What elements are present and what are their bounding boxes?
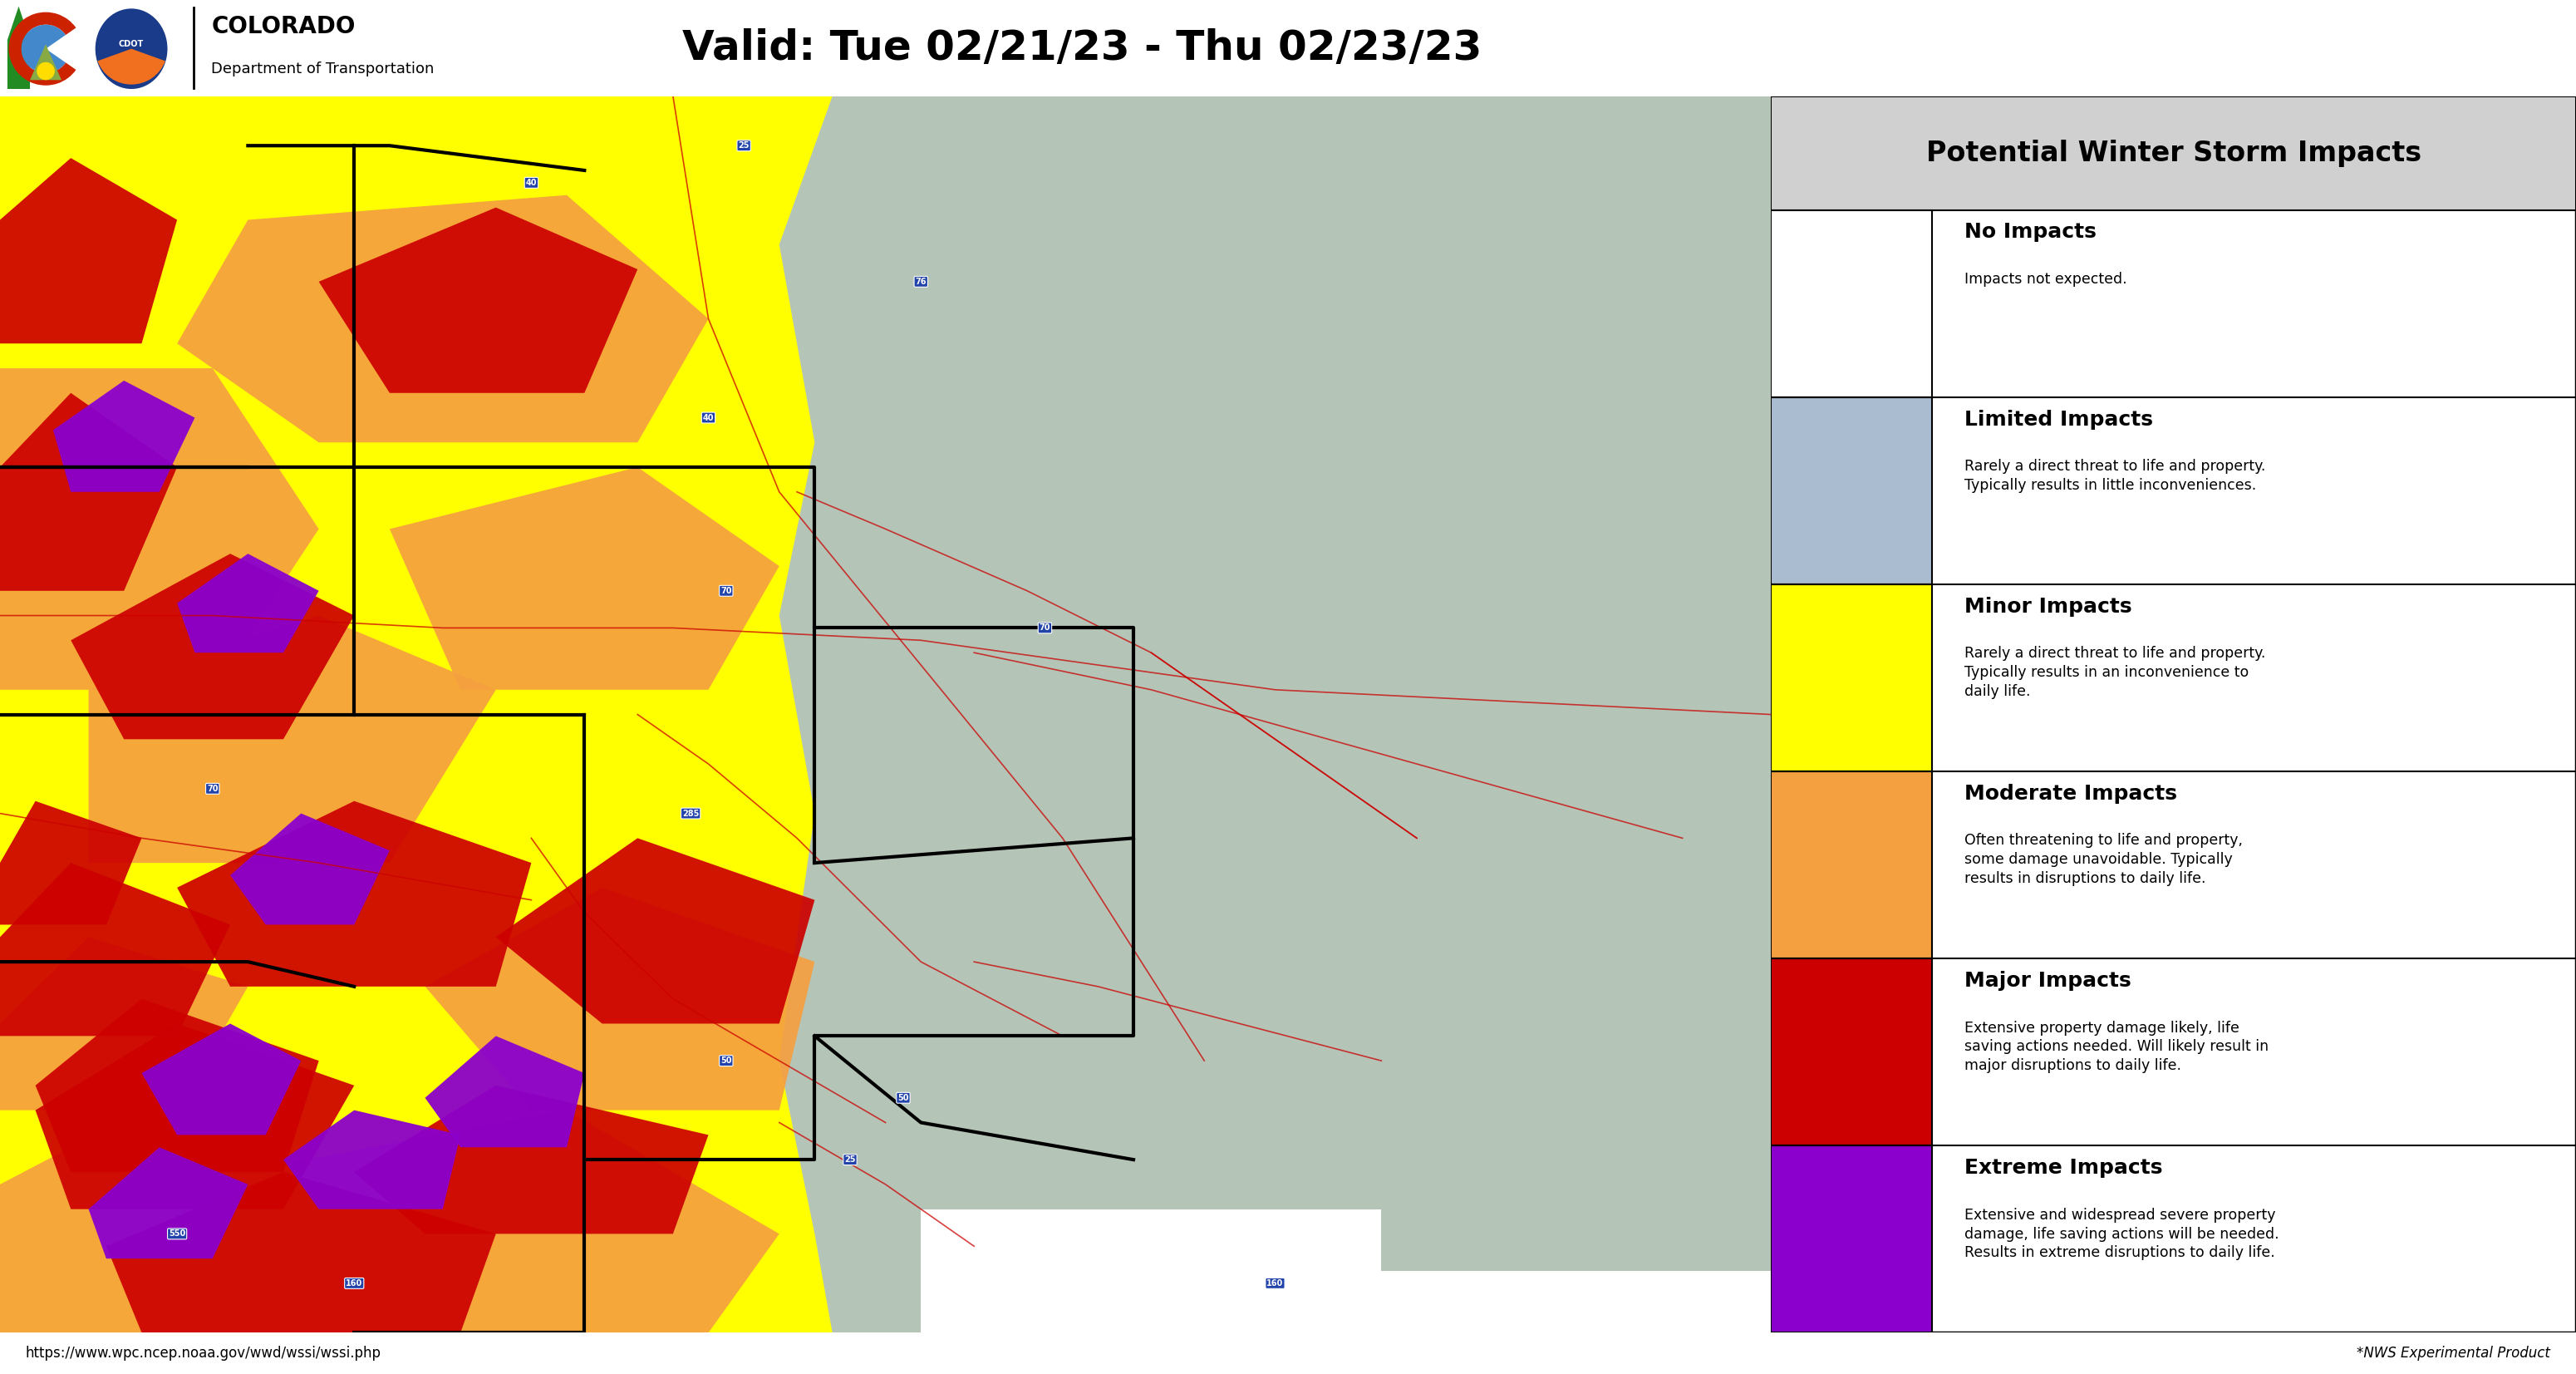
Polygon shape bbox=[36, 999, 319, 1172]
Wedge shape bbox=[8, 12, 77, 85]
Text: 70: 70 bbox=[721, 587, 732, 595]
Polygon shape bbox=[36, 1024, 355, 1209]
Text: 160: 160 bbox=[1267, 1279, 1283, 1287]
Text: *NWS Experimental Product: *NWS Experimental Product bbox=[2357, 1347, 2550, 1360]
Polygon shape bbox=[425, 888, 814, 1110]
Text: Rarely a direct threat to life and property.
Typically results in little inconve: Rarely a direct threat to life and prope… bbox=[1963, 459, 2264, 493]
Text: 25: 25 bbox=[845, 1156, 855, 1164]
Text: 50: 50 bbox=[721, 1057, 732, 1065]
Text: Moderate Impacts: Moderate Impacts bbox=[1963, 783, 2177, 804]
Bar bbox=[1772, 959, 1932, 1146]
Polygon shape bbox=[54, 381, 196, 492]
Text: Minor Impacts: Minor Impacts bbox=[1963, 596, 2133, 617]
Text: No Impacts: No Impacts bbox=[1963, 223, 2097, 242]
Polygon shape bbox=[8, 7, 31, 89]
Polygon shape bbox=[319, 207, 639, 393]
Text: Extensive property damage likely, life
saving actions needed. Will likely result: Extensive property damage likely, life s… bbox=[1963, 1021, 2269, 1073]
Polygon shape bbox=[31, 44, 62, 80]
Polygon shape bbox=[142, 1024, 301, 1135]
Polygon shape bbox=[355, 1085, 708, 1234]
Text: Impacts not expected.: Impacts not expected. bbox=[1963, 272, 2128, 287]
Wedge shape bbox=[98, 48, 165, 84]
Polygon shape bbox=[106, 1172, 495, 1333]
Polygon shape bbox=[0, 1110, 283, 1333]
Bar bbox=[1772, 96, 2576, 210]
Polygon shape bbox=[495, 838, 814, 1024]
Polygon shape bbox=[389, 467, 778, 690]
Text: Major Impacts: Major Impacts bbox=[1963, 971, 2130, 991]
Bar bbox=[1772, 1146, 1932, 1333]
Circle shape bbox=[36, 62, 54, 80]
Text: 40: 40 bbox=[526, 179, 536, 187]
Polygon shape bbox=[0, 801, 142, 925]
Polygon shape bbox=[88, 616, 495, 863]
Text: COLORADO: COLORADO bbox=[211, 15, 355, 38]
Text: Rarely a direct threat to life and property.
Typically results in an inconvenien: Rarely a direct threat to life and prope… bbox=[1963, 646, 2264, 699]
Polygon shape bbox=[178, 195, 708, 442]
Polygon shape bbox=[178, 1110, 778, 1333]
Polygon shape bbox=[1381, 1271, 1772, 1333]
Wedge shape bbox=[21, 25, 64, 73]
Text: Extensive and widespread severe property
damage, life saving actions will be nee: Extensive and widespread severe property… bbox=[1963, 1208, 2280, 1260]
Bar bbox=[1772, 771, 1932, 959]
Bar bbox=[1772, 210, 1932, 397]
Bar bbox=[1772, 584, 1932, 771]
Text: 40: 40 bbox=[703, 414, 714, 422]
Text: Valid: Tue 02/21/23 - Thu 02/23/23: Valid: Tue 02/21/23 - Thu 02/23/23 bbox=[683, 27, 1481, 69]
Text: 25: 25 bbox=[739, 142, 750, 150]
Text: 70: 70 bbox=[1038, 624, 1051, 632]
Polygon shape bbox=[0, 937, 247, 1110]
Text: https://www.wpc.ncep.noaa.gov/wwd/wssi/wssi.php: https://www.wpc.ncep.noaa.gov/wwd/wssi/w… bbox=[26, 1347, 381, 1360]
Text: Potential Winter Storm Impacts: Potential Winter Storm Impacts bbox=[1927, 139, 2421, 166]
Text: Department of Transportation: Department of Transportation bbox=[211, 62, 435, 77]
Polygon shape bbox=[283, 1110, 461, 1209]
Polygon shape bbox=[922, 1209, 1381, 1333]
Polygon shape bbox=[178, 554, 319, 653]
Text: Limited Impacts: Limited Impacts bbox=[1963, 409, 2154, 430]
Polygon shape bbox=[0, 393, 178, 591]
Text: Extreme Impacts: Extreme Impacts bbox=[1963, 1158, 2161, 1178]
Text: 50: 50 bbox=[896, 1094, 909, 1102]
Text: Often threatening to life and property,
some damage unavoidable. Typically
resul: Often threatening to life and property, … bbox=[1963, 833, 2244, 886]
Polygon shape bbox=[178, 801, 531, 987]
Polygon shape bbox=[88, 1147, 247, 1259]
Polygon shape bbox=[0, 863, 229, 1036]
Polygon shape bbox=[0, 158, 178, 344]
Text: 70: 70 bbox=[206, 785, 219, 793]
Polygon shape bbox=[425, 1036, 585, 1147]
Text: 76: 76 bbox=[914, 278, 927, 286]
Polygon shape bbox=[229, 813, 389, 925]
Polygon shape bbox=[0, 368, 319, 690]
Text: 160: 160 bbox=[345, 1279, 363, 1287]
Polygon shape bbox=[72, 554, 355, 739]
Text: 550: 550 bbox=[167, 1230, 185, 1238]
Text: CDOT: CDOT bbox=[118, 40, 144, 48]
Polygon shape bbox=[778, 96, 1772, 1333]
Text: 285: 285 bbox=[683, 809, 698, 818]
Bar bbox=[1772, 397, 1932, 584]
Ellipse shape bbox=[95, 8, 167, 89]
